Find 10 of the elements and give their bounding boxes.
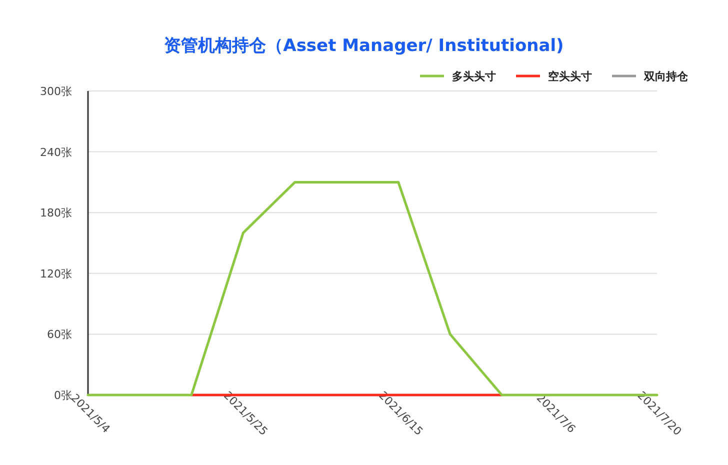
legend-label: 多头头寸 bbox=[452, 70, 496, 83]
y-tick-label: 120张 bbox=[40, 267, 72, 280]
y-tick-label: 240张 bbox=[40, 146, 72, 159]
chart-title: 资管机构持仓（Asset Manager/ Institutional) bbox=[164, 36, 564, 56]
y-tick-label: 300张 bbox=[40, 85, 72, 98]
legend-label: 双向持仓 bbox=[643, 70, 689, 83]
y-tick-label: 180张 bbox=[40, 206, 72, 220]
legend-label: 空头头寸 bbox=[548, 70, 592, 83]
y-tick-label: 0张 bbox=[54, 389, 72, 402]
y-tick-label: 60张 bbox=[47, 328, 72, 342]
